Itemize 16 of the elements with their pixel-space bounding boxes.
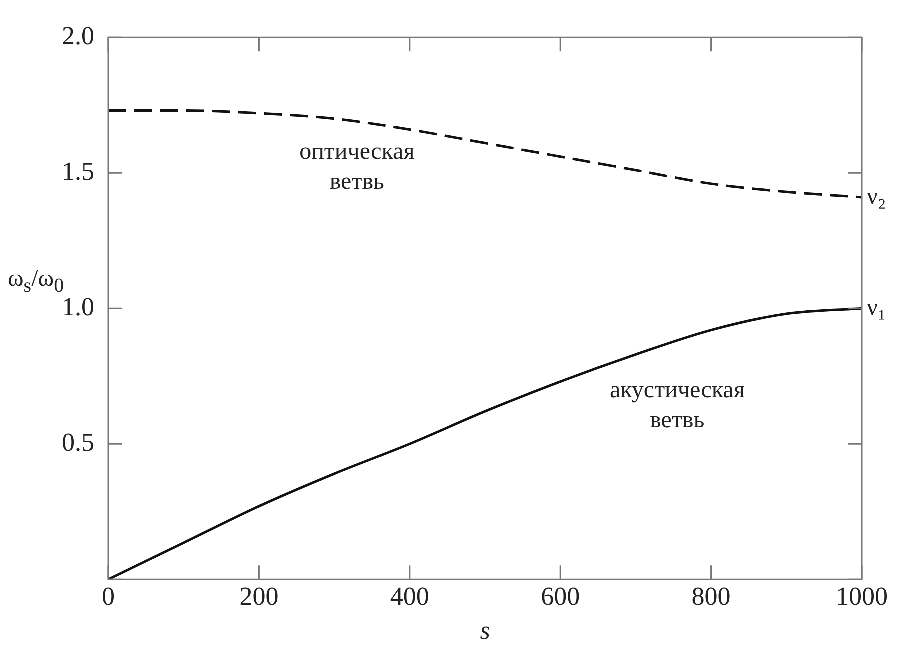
annotation: ν₂ xyxy=(867,184,886,210)
x-tick-label: 600 xyxy=(541,582,580,612)
x-tick-label: 200 xyxy=(240,582,279,612)
y-tick-label: 1.5 xyxy=(62,156,94,186)
annotation: акустическая ветвь xyxy=(610,377,745,434)
x-tick-label: 0 xyxy=(102,582,115,612)
y-tick-label: 0.5 xyxy=(62,428,94,457)
y-tick-label: 2.0 xyxy=(62,21,94,50)
x-axis-title: s xyxy=(480,616,490,646)
x-tick-label: 400 xyxy=(390,582,430,612)
y-axis-title: ω$_{s}$/ω$_{0}$ xyxy=(8,266,64,297)
annotation: оптическая ветвь xyxy=(300,138,415,195)
x-tick-label: 1000 xyxy=(836,582,888,612)
x-tick-label: 800 xyxy=(692,582,731,612)
y-tick-label: 1.0 xyxy=(62,292,94,322)
annotation: ν₁ xyxy=(867,294,886,321)
